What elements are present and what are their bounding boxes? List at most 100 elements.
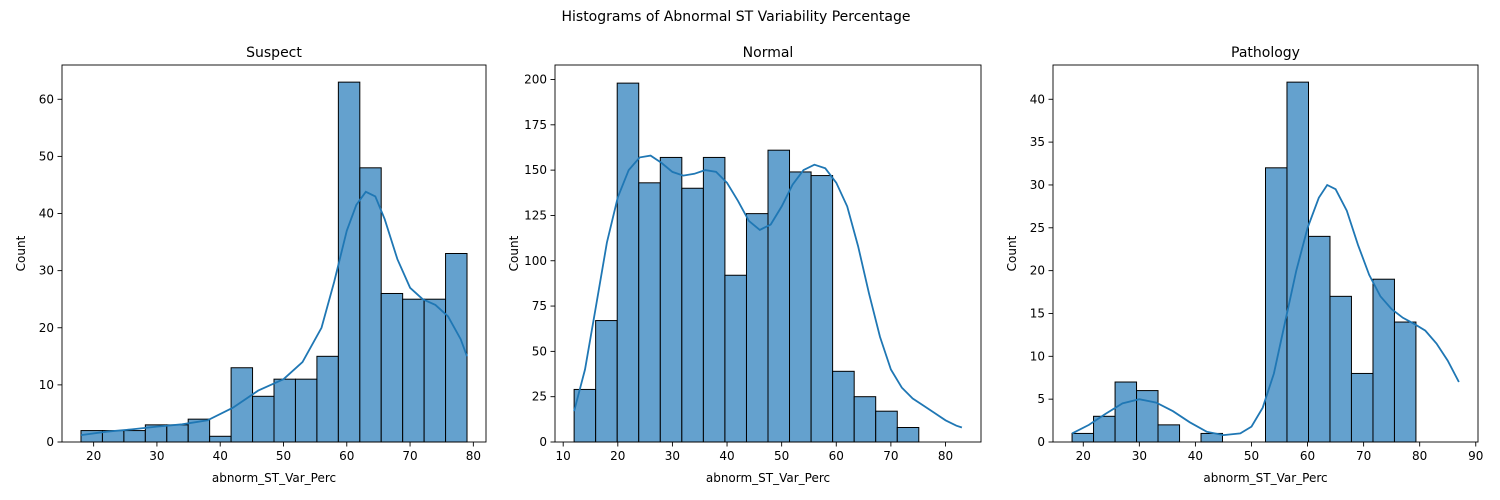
x-tick-label: 20: [1076, 449, 1091, 463]
histogram-bar: [337, 81, 361, 443]
histogram-bar: [1372, 278, 1395, 443]
histogram-bar: [659, 156, 683, 443]
histogram-bar: [832, 370, 855, 443]
y-axis-label: Count: [14, 235, 28, 271]
histogram-bar: [745, 213, 769, 443]
y-tick-label: 20: [39, 321, 54, 335]
axes-frame: [554, 64, 982, 443]
histogram-bar: [1071, 432, 1095, 443]
histogram-bar: [1393, 321, 1417, 443]
histogram-bar: [896, 427, 920, 443]
y-tick-label: 0: [46, 435, 54, 449]
y-tick-label: 10: [1030, 349, 1045, 363]
x-tick-label: 80: [1412, 449, 1427, 463]
x-tick-label: 20: [610, 449, 625, 463]
y-tick-label: 175: [524, 118, 547, 132]
x-tick-label: 80: [466, 449, 481, 463]
histogram-bar: [595, 320, 618, 443]
y-tick-label: 60: [39, 92, 54, 106]
y-tick-label: 40: [39, 207, 54, 221]
y-tick-label: 40: [1030, 92, 1045, 106]
y-axis-label: Count: [507, 235, 521, 271]
y-tick-label: 20: [1030, 264, 1045, 278]
histogram-bar: [1329, 295, 1352, 443]
histogram-bar: [638, 182, 661, 443]
panel-title: Normal: [743, 45, 794, 61]
x-tick-label: 80: [938, 449, 953, 463]
y-tick-label: 50: [532, 344, 547, 358]
histogram-bar: [123, 430, 146, 443]
y-tick-label: 30: [39, 264, 54, 278]
histogram-bar: [681, 187, 704, 443]
y-tick-label: 25: [532, 390, 547, 404]
histogram-bar: [423, 298, 447, 443]
histogram-bar: [230, 367, 254, 443]
x-tick-label: 30: [149, 449, 164, 463]
y-tick-label: 0: [1037, 435, 1045, 449]
y-tick-label: 100: [524, 254, 547, 268]
x-axis-label: abnorm_ST_Var_Perc: [212, 471, 336, 485]
histogram-bar: [810, 175, 834, 443]
panel-title: Pathology: [1231, 45, 1300, 61]
x-tick-label: 60: [1300, 449, 1315, 463]
histogram-bar: [1114, 381, 1138, 443]
x-tick-label: 70: [1356, 449, 1371, 463]
histogram-bar: [316, 355, 339, 443]
histogram-bar: [875, 410, 898, 443]
histogram-bar: [359, 167, 382, 443]
y-tick-label: 15: [1030, 306, 1045, 320]
histogram-bar: [273, 378, 296, 443]
histogram-bar: [380, 292, 404, 443]
figure-suptitle: Histograms of Abnormal ST Variability Pe…: [561, 9, 910, 25]
x-tick-label: 30: [1132, 449, 1147, 463]
panel-pathology: 20 30 40 50 60 70 80 90 0 5 10 15 20 25 30 35 40 Patholog…: [1005, 45, 1483, 485]
x-tick-label: 60: [339, 449, 354, 463]
histogram-bar: [616, 82, 640, 443]
x-tick-label: 20: [86, 449, 101, 463]
x-tick-label: 70: [402, 449, 417, 463]
kde-curve: [80, 190, 468, 436]
x-axis-label: abnorm_ST_Var_Perc: [1203, 471, 1327, 485]
x-tick-label: 60: [829, 449, 844, 463]
histogram-bar: [209, 435, 232, 443]
x-tick-label: 40: [1188, 449, 1203, 463]
x-tick-label: 70: [883, 449, 898, 463]
panel-suspect: 20 30 40 50 60 70 80 0 10 20 30 40 50 60 Suspect abnorm…: [14, 45, 487, 485]
histogram-bar: [724, 274, 747, 443]
histogram-bar: [402, 298, 425, 443]
panel-title: Suspect: [246, 45, 302, 61]
kde-curve: [1071, 183, 1460, 437]
y-tick-label: 50: [39, 149, 54, 163]
x-tick-label: 90: [1468, 449, 1483, 463]
y-tick-label: 150: [524, 163, 547, 177]
histogram-bar: [1265, 167, 1288, 443]
histogram-bar: [767, 149, 791, 443]
histogram-bar: [853, 396, 877, 443]
histogram-bar: [1157, 424, 1181, 443]
histogram-bar: [166, 424, 189, 443]
histogram-bar: [789, 171, 812, 443]
histogram-bar: [702, 156, 726, 443]
histogram-bar: [1136, 390, 1159, 443]
x-tick-label: 50: [276, 449, 291, 463]
x-tick-label: 50: [1244, 449, 1259, 463]
x-tick-label: 30: [665, 449, 680, 463]
kde-curve: [573, 154, 963, 429]
y-tick-label: 25: [1030, 221, 1045, 235]
y-tick-label: 35: [1030, 135, 1045, 149]
y-tick-label: 200: [524, 73, 547, 87]
histogram-bar: [252, 395, 275, 443]
histogram-bar: [294, 378, 318, 443]
y-tick-label: 125: [524, 208, 547, 222]
panels: 20 30 40 50 60 70 800102030405060Suspectabnorm…: [14, 45, 1483, 485]
y-tick-label: 75: [532, 299, 547, 313]
x-tick-label: 40: [719, 449, 734, 463]
histogram-bar: [1308, 235, 1331, 443]
x-tick-label: 50: [774, 449, 789, 463]
x-tick-label: 10: [556, 449, 571, 463]
axes-frame: [1052, 64, 1479, 443]
panel-normal: 10 20 30 40 50 60 70 80 0 25 50 75 100 125 150 175 200 No…: [507, 45, 982, 485]
axes-frame: [61, 64, 487, 443]
y-tick-label: 5: [1037, 392, 1045, 406]
